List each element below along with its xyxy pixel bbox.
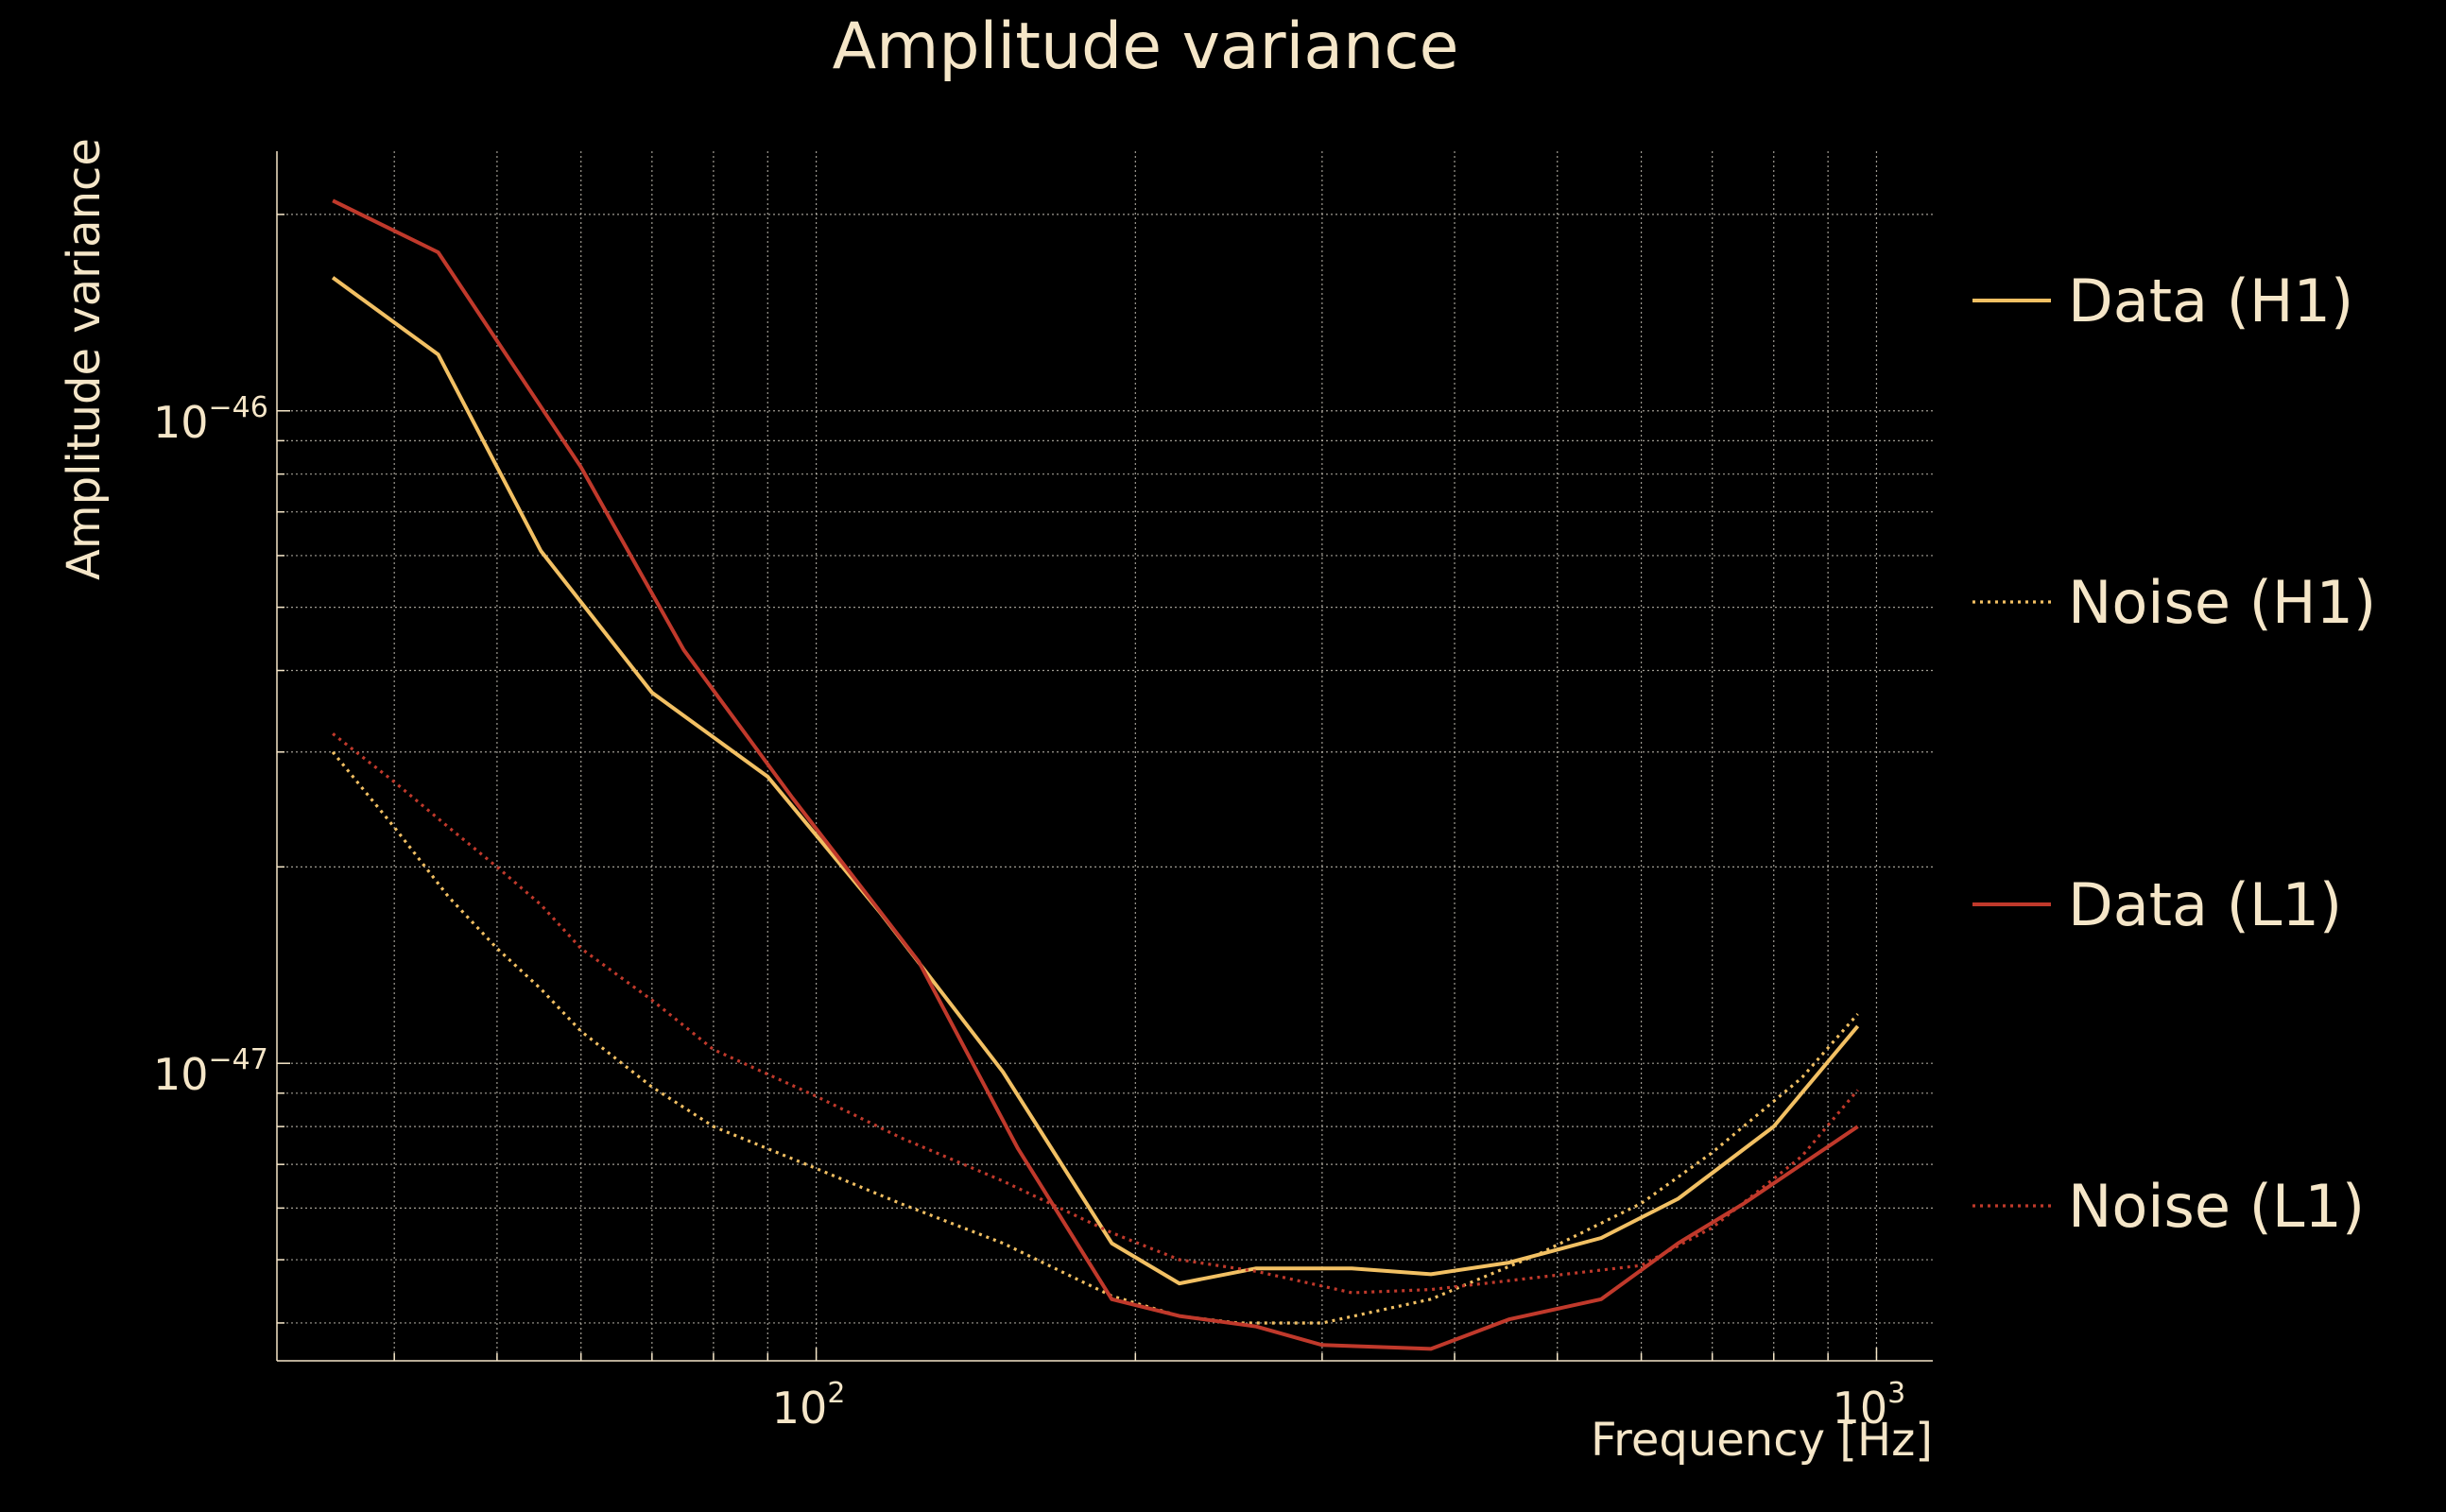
series-line-noise-h1 — [331, 750, 1859, 1325]
series-line-noise-l1 — [332, 732, 1859, 1295]
y-axis-label: Amplitude variance — [58, 138, 111, 580]
axes — [276, 151, 1933, 1362]
legend-label: Noise (H1) — [2068, 568, 2376, 637]
legend: Data (H1) Noise (H1) Data (L1) Noise (L1) — [1972, 266, 2376, 1241]
grid — [277, 151, 1933, 1361]
series-lines — [331, 198, 1860, 1351]
y-tick-label: 10−46 — [153, 391, 268, 448]
x-tick-label: 102 — [772, 1377, 846, 1434]
tick-labels: 102 103 10−46 10−47 — [153, 391, 1905, 1434]
series-line-data-h1 — [331, 276, 1860, 1286]
legend-label: Data (L1) — [2068, 870, 2342, 939]
y-tick-label: 10−47 — [153, 1043, 268, 1100]
legend-label: Noise (L1) — [2068, 1172, 2365, 1241]
series-line-data-l1 — [332, 198, 1859, 1351]
x-axis-label: Frequency [Hz] — [1591, 1414, 1933, 1467]
x-tick-label: 103 — [1833, 1377, 1906, 1434]
legend-label: Data (H1) — [2068, 266, 2353, 335]
chart-title: Amplitude variance — [833, 9, 1459, 84]
